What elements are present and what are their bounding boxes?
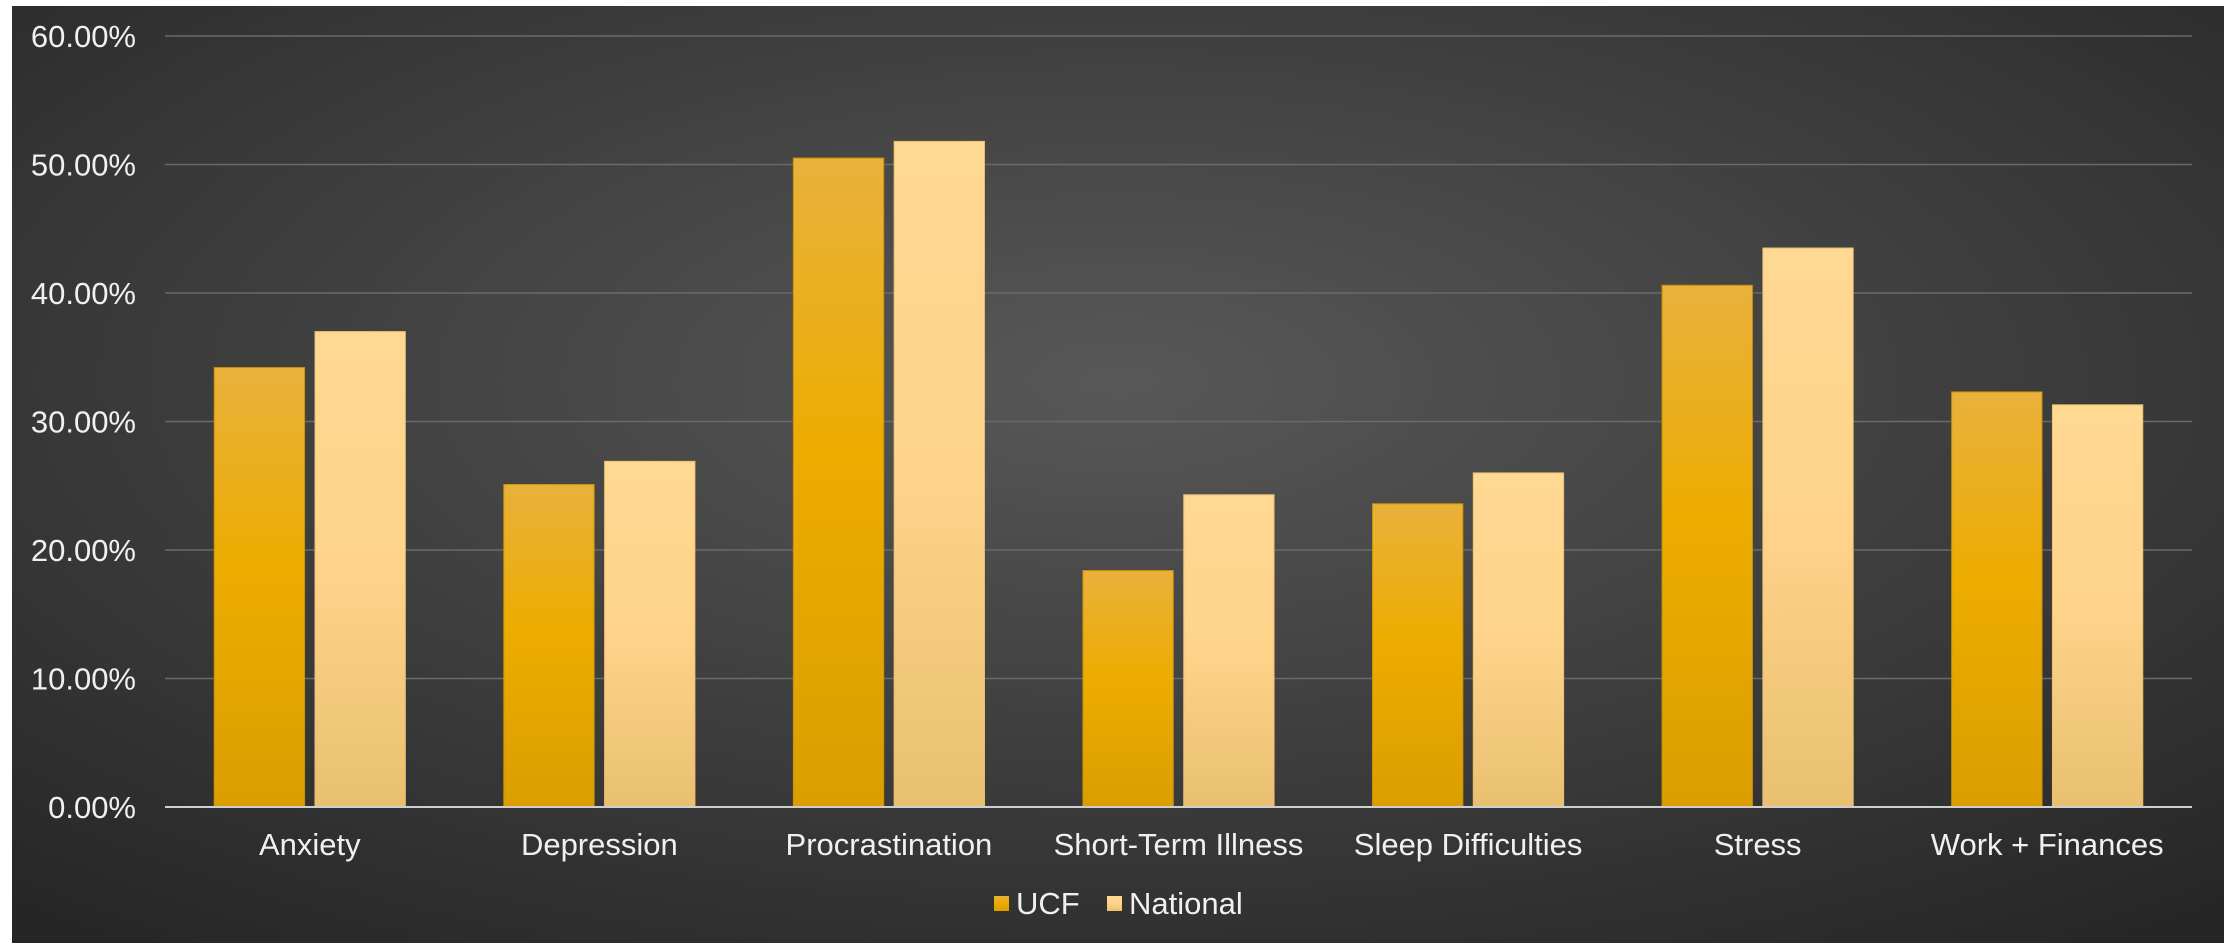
x-tick-label: Depression — [521, 827, 678, 862]
bar-national-1 — [604, 460, 696, 808]
y-tick-label: 10.00% — [31, 662, 136, 697]
bar-ucf-4 — [1372, 503, 1464, 808]
y-tick-label: 40.00% — [31, 276, 136, 311]
bar-national-0 — [314, 331, 406, 808]
bar-national-3 — [1183, 494, 1275, 808]
grid-lines — [165, 35, 2192, 680]
y-tick-label: 60.00% — [31, 19, 136, 54]
bar-national-6 — [2051, 404, 2144, 808]
bars — [165, 140, 2192, 808]
y-tick-label: 30.00% — [31, 405, 136, 440]
y-axis-tick-labels: 0.00% 10.00% 20.00% 30.00% 40.00% 50.00% 60.00… — [31, 19, 136, 825]
y-tick-label: 0.00% — [48, 790, 136, 825]
x-tick-label: Sleep Difficulties — [1354, 827, 1583, 862]
bar-ucf-6 — [1951, 391, 2043, 808]
x-tick-label: Work + Finances — [1931, 827, 2164, 862]
x-tick-label: Short-Term Illness — [1054, 827, 1304, 862]
bar-ucf-0 — [213, 367, 306, 808]
bar-national-2 — [893, 140, 985, 808]
x-tick-label: Anxiety — [259, 827, 361, 862]
legend-swatch-ucf — [994, 896, 1009, 911]
bar-ucf-1 — [503, 483, 595, 808]
legend-label-national: National — [1129, 886, 1243, 921]
bar-ucf-5 — [1661, 284, 1753, 808]
bar-national-4 — [1472, 472, 1565, 808]
x-tick-label: Procrastination — [786, 827, 993, 862]
bar-national-5 — [1762, 247, 1854, 808]
legend-label-ucf: UCF — [1016, 886, 1080, 921]
y-tick-label: 50.00% — [31, 148, 136, 183]
legend-swatch-national — [1107, 896, 1122, 911]
x-axis-tick-labels: Anxiety Depression Procrastination Short-Te… — [259, 827, 2164, 862]
bar-ucf-2 — [792, 157, 885, 808]
x-tick-label: Stress — [1714, 827, 1802, 862]
legend: UCF National — [994, 886, 1243, 921]
bar-ucf-3 — [1082, 570, 1174, 808]
y-tick-label: 20.00% — [31, 533, 136, 568]
